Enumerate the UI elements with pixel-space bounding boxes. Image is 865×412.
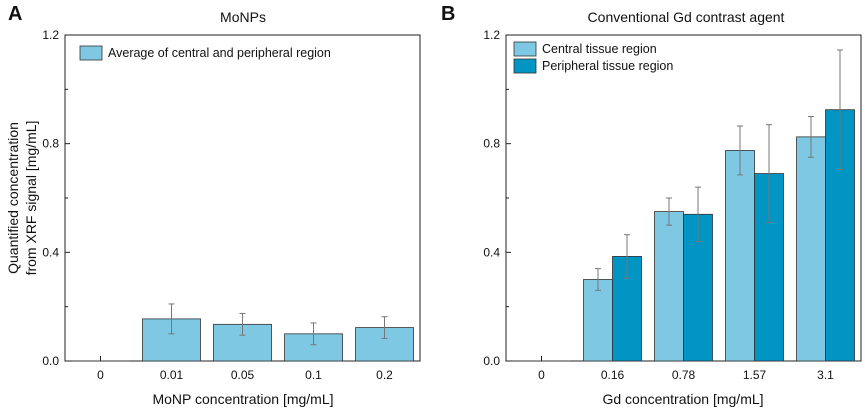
panel-b-x-tick-label: 3.1 [817,368,834,382]
panel-a-x-tick-label: 0.01 [160,368,184,382]
panel-a-letter: A [8,3,22,25]
panel-a-chart: 0.0 0.4 0.8 1.2 0 0.01 0.05 0.1 0.2 Average of ce… [42,28,414,382]
panel-a-bar [142,318,201,362]
panel-a-y-tick-label: 0.4 [42,245,59,259]
panel-b-chart: 0.0 0.4 0.8 1.2 0 0.16 0.78 1.57 3.1 Central tiss… [483,28,855,382]
panel-b-y-tick-label: 0.0 [483,354,500,368]
panel-b-title: Conventional Gd contrast agent [588,9,785,25]
panel-b-legend-swatch [513,41,537,57]
panel-a-y-axis-label: Quantified concentration from XRF signal… [5,121,39,276]
panel-a-y-axis-label-line-1: Quantified concentration [5,122,21,274]
panel-a-x-tick-label: 0.2 [376,368,393,382]
panel-b-y-tick-label: 1.2 [483,28,500,42]
panel-a-legend-label: Average of central and peripheral region [108,46,331,60]
panel-a-plot-frame [64,34,421,362]
panel-a-x-tick-label: 0.05 [231,368,255,382]
panel-a-y-tick-label: 1.2 [42,28,59,42]
panel-b-bar [796,136,826,362]
panel-b-y-tick-label: 0.8 [483,137,500,151]
panel-b-legend-label: Central tissue region [542,42,657,56]
panel-b-bar [725,150,755,362]
panel-b-x-tick-label: 0 [538,368,545,382]
panel-a-x-tick-label: 0 [97,368,104,382]
panel-b-letter: B [441,3,455,25]
panel-b-y-tick-label: 0.4 [483,245,500,259]
panel-a-y-tick-label: 0.8 [42,137,59,151]
panel-a-y-tick-label: 0.0 [42,354,59,368]
panel-b-bar [654,211,684,362]
panel-b-x-axis-label: Gd concentration [mg/mL] [602,391,763,407]
panel-b-bar [754,173,784,362]
panel-b-x-tick-label: 1.57 [743,368,767,382]
panel-b-legend-swatch [513,58,537,74]
panel-b-bar [583,279,613,362]
panel-a-y-axis-label-line-2: from XRF signal [mg/mL] [23,121,39,276]
panel-a-x-axis-label: MoNP concentration [mg/mL] [152,391,333,407]
panel-a-x-tick-label: 0.1 [305,368,322,382]
panel-a-legend-swatch [79,45,103,61]
panel-b-x-tick-label: 0.16 [601,368,625,382]
panel-b-x-tick-label: 0.78 [672,368,696,382]
panel-a-title: MoNPs [220,9,266,25]
panel-b-legend-label: Peripheral tissue region [542,59,673,73]
